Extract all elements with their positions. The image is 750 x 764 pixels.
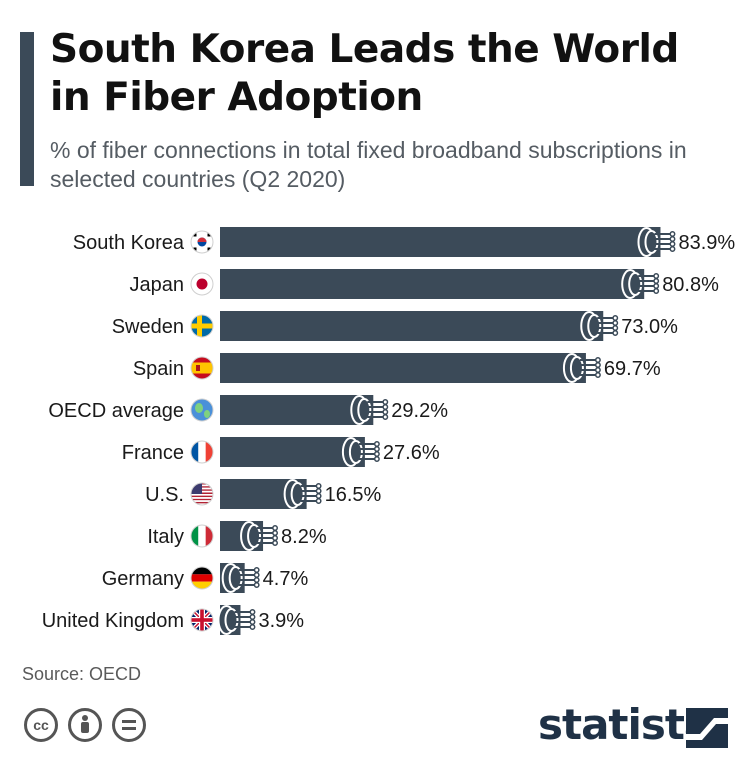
value-label: 8.2% [281,526,327,548]
bar [220,311,604,341]
title-accent-bar [20,32,34,186]
bar-row-united-kingdom: United Kingdom 3.9% [42,605,304,635]
value-label: 83.9% [678,232,735,254]
category-label: Spain [133,358,184,380]
fiber-cable-end-icon [621,269,660,299]
germany-flag-icon [190,566,214,590]
bar [220,395,374,425]
value-label: 16.5% [325,484,382,506]
statista-logo[interactable]: statista [538,700,712,749]
bar-row-japan: Japan 80.8% [130,269,719,299]
category-label: U.S. [145,484,184,506]
category-label: France [122,442,184,464]
bar-row-sweden: Sweden 73.0% [112,311,678,341]
category-label: South Korea [73,232,185,254]
bar-chart: South Korea 83.9% Japan 80.8% Sweden 73.0% Spa… [42,227,735,635]
bar-row-south-korea: South Korea 83.9% [73,227,735,257]
bar-row-spain: Spain 69.7% [133,353,661,383]
globe-icon [190,398,214,422]
fiber-cable-end-icon [637,227,676,257]
category-label: Sweden [112,316,184,338]
bar-row-france: France 27.6% [122,437,440,467]
fiber-cable-end-icon [350,395,389,425]
category-label: United Kingdom [42,610,184,632]
usa-flag-icon [190,482,214,506]
bar [220,227,661,257]
creative-commons-icon[interactable]: cc [24,708,58,742]
uk-flag-icon [190,608,214,632]
fiber-cable-end-icon [562,353,601,383]
value-label: 80.8% [662,274,719,296]
bar-row-u-s: U.S. 16.5% [145,479,382,509]
bar-row-italy: Italy 8.2% [147,521,327,551]
sweden-flag-icon [190,314,214,338]
fiber-cable-end-icon [217,605,256,635]
fiber-cable-end-icon [240,521,278,551]
statista-logo-mark-icon [686,708,728,748]
chart-subtitle: % of fiber connections in total fixed br… [50,137,687,192]
value-label: 73.0% [621,316,678,338]
value-label: 4.7% [263,568,309,590]
bar-row-oecd-average: OECD average 29.2% [48,395,448,425]
bar-row-germany: Germany 4.7% [102,563,309,593]
spain-flag-icon [190,356,214,380]
category-label: Italy [147,526,184,548]
fiber-cable-end-icon [580,311,619,341]
value-label: 29.2% [391,400,448,422]
source-note: Source: OECD [22,664,142,684]
japan-flag-icon [190,272,214,296]
attribution-icon[interactable] [68,708,102,742]
value-label: 69.7% [604,358,661,380]
value-label: 3.9% [258,610,304,632]
fiber-cable-end-icon [283,479,322,509]
category-label: OECD average [48,400,184,422]
south-korea-flag-icon [190,230,214,254]
chart-title: South Korea Leads the World in Fiber Ado… [50,27,679,120]
bar [220,269,645,299]
fiber-cable-end-icon [341,437,380,467]
france-flag-icon [190,440,214,464]
fiber-cable-end-icon [221,563,260,593]
no-derivatives-icon[interactable] [112,708,146,742]
value-label: 27.6% [383,442,440,464]
category-label: Germany [102,568,184,590]
bar [220,353,586,383]
bar [220,437,365,467]
category-label: Japan [130,274,185,296]
italy-flag-icon [190,524,214,548]
